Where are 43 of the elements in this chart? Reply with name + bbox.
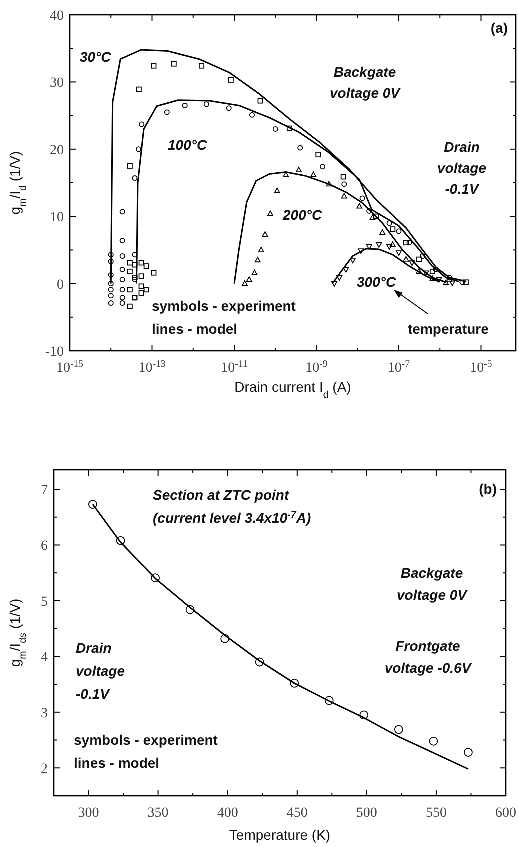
y-tick-label: 5 <box>41 594 48 610</box>
annotation: Backgate voltage 0V <box>330 64 402 101</box>
annotation: 100°C <box>168 137 208 153</box>
x-tick-label: 350 <box>148 806 169 821</box>
x-tick-label: 10$^{-13}$ <box>138 358 166 376</box>
x-tick-label: 600 <box>496 806 516 821</box>
x-tick-label: 550 <box>426 806 447 821</box>
y-tick-label: -10 <box>45 345 64 360</box>
x-tick-label: 450 <box>286 806 308 821</box>
x-tick-label: 10$^{-7}$ <box>388 358 410 376</box>
annotation: 200°C <box>282 207 323 223</box>
x-tick-label: 10$^{-5}$ <box>470 358 492 376</box>
x-axis-title: Temperature (K) <box>229 827 331 843</box>
x-tick-label: 10$^{-9}$ <box>306 358 328 376</box>
annotation: (a) <box>490 20 508 36</box>
y-tick-label: 2 <box>41 762 48 778</box>
y-tick-label: 30 <box>50 76 64 92</box>
y-tick-label: 7 <box>41 484 48 499</box>
annotation: symbols - experiment lines - model <box>152 298 296 337</box>
x-axis-title: Drain current I$_{d}$ (A) <box>234 379 352 400</box>
y-tick-label: 4 <box>41 650 48 666</box>
x-tick-label: 300 <box>78 806 100 821</box>
x-tick-label: 500 <box>356 806 378 821</box>
annotation: Backgate voltage 0V <box>396 565 469 603</box>
annotation: Section at ZTC point <box>153 487 290 503</box>
y-tick-label: 20 <box>50 143 64 158</box>
annotation: 300°C <box>357 274 397 290</box>
annotation: (current level 3.4x10$^{-7}$A) <box>153 510 312 526</box>
annotation: (b) <box>479 481 497 497</box>
x-tick-label: 10$^{-15}$ <box>56 358 84 376</box>
annotation: temperature <box>408 321 490 337</box>
y-tick-label: 3 <box>41 706 48 722</box>
annotation: symbols - experiment lines - model <box>74 732 218 771</box>
x-tick-label: 400 <box>217 806 238 821</box>
y-tick-label: 10 <box>50 210 64 226</box>
annotation: Frontgate voltage -0.6V <box>384 638 473 676</box>
x-tick-label: 10$^{-11}$ <box>221 358 248 376</box>
y-tick-label: 0 <box>57 278 64 293</box>
annotation: Drain voltage -0.1V <box>76 640 126 702</box>
y-tick-label: 40 <box>50 9 64 24</box>
annotation: 30°C <box>80 49 112 65</box>
annotation: Drain voltage -0.1V <box>437 139 487 197</box>
y-tick-label: 6 <box>41 539 48 554</box>
